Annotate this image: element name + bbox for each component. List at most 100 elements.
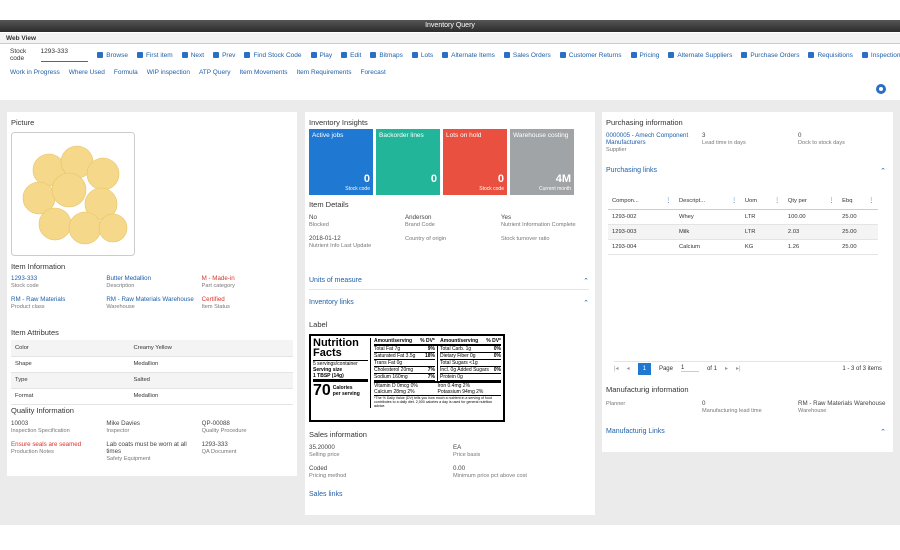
link[interactable]: Inventory links <box>309 299 354 306</box>
nf-row: Cholesterol 20mg 7% <box>374 367 435 374</box>
label: of 1 <box>706 365 717 372</box>
row[interactable]: 1293-002 Whey LTR 100.00 25.00 <box>608 209 878 225</box>
tile[interactable]: Warehouse costing 4M Current month <box>510 129 574 195</box>
toolbar-link[interactable]: Item Movements <box>239 68 288 76</box>
toolbar-button[interactable]: Lots <box>412 52 433 59</box>
field-label: Blocked <box>309 222 329 228</box>
toolbar-button[interactable]: Purchase Orders <box>741 52 799 59</box>
field-value: 0 <box>798 132 802 139</box>
nf-text: Calcium 28mg 2% <box>374 389 415 395</box>
cell: 1293-003 <box>608 224 675 240</box>
field-label: Selling price <box>309 452 340 458</box>
toolbar-button[interactable]: Customer Returns <box>560 52 622 59</box>
nf-text: 1 TBSP (14g) <box>313 373 368 382</box>
summary: 1 - 3 of 3 items <box>842 365 882 372</box>
link[interactable]: Sales links <box>309 491 343 498</box>
nf-row: Dietary Fiber 0g 0% <box>440 353 501 360</box>
nf-text: 9% <box>427 346 435 352</box>
section-link[interactable]: Purchasing links ⌃ <box>606 167 886 175</box>
nf-text: Amount/serving <box>440 338 479 344</box>
nf-calories: 70 <box>313 382 331 399</box>
toolbar-button[interactable]: Browse <box>97 52 128 59</box>
toolbar-button[interactable]: Play <box>311 52 333 59</box>
toolbar-button[interactable]: Alternate Items <box>442 52 495 59</box>
cell: 25.00 <box>838 224 878 240</box>
field-value: M - Made-in <box>201 275 235 282</box>
toolbar-link[interactable]: Item Requirements <box>296 68 352 76</box>
toolbar-link[interactable]: ATP Query <box>198 68 231 76</box>
field-grid: No Blocked Anderson Brand Code Yes Nutrient I… <box>309 214 591 249</box>
toolbar-button[interactable]: Pricing <box>631 52 660 59</box>
tab: Web View <box>0 33 900 44</box>
page-input[interactable]: 1 <box>680 365 699 372</box>
field: 1293-333 QA Document <box>202 441 291 462</box>
toolbar-button[interactable]: Next <box>182 52 204 59</box>
toolbar-button[interactable]: Edit <box>341 52 361 59</box>
toolbar-link[interactable]: Work in Progress <box>10 68 60 76</box>
field-label: Part category <box>201 283 235 289</box>
label: Page <box>658 365 673 372</box>
tile[interactable]: Backorder lines 0 <box>376 129 440 195</box>
nf-text: 0% <box>493 367 501 373</box>
link[interactable]: Units of measure <box>309 277 362 284</box>
toolbar-link[interactable]: Where Used <box>68 68 105 76</box>
column-header[interactable]: Ebq ⋮ <box>838 193 878 210</box>
toolbar-link[interactable]: Forecast <box>360 68 386 76</box>
nf-footnote: *The % Daily Value (DV) tells you how mu… <box>374 395 501 408</box>
middle-panel: Inventory Insights Item Details No Blocke… <box>305 112 595 515</box>
field-value: 1293-333 <box>201 441 228 448</box>
tile-label: Lots on hold <box>446 132 482 139</box>
page-button[interactable]: 1 <box>637 362 651 375</box>
field-value: Coded <box>309 465 328 472</box>
section-link[interactable]: Sales links <box>309 491 589 498</box>
nf-row: Total Fat 7g 9% <box>374 346 435 353</box>
nf-text: Protein 0g <box>440 374 463 380</box>
input[interactable]: 1293-333 <box>40 48 89 62</box>
toolbar-button[interactable]: Alternate Suppliers <box>668 52 732 59</box>
cell: Milk <box>674 224 741 240</box>
field: 2018-01-12 Nutrient Info Last Update <box>309 235 399 249</box>
toolbar-button[interactable]: Prev <box>213 52 235 59</box>
title: Item Details <box>309 200 349 209</box>
nf-text: Amount/serving <box>374 338 413 344</box>
tile[interactable]: Active jobs 0 Stock code <box>309 129 373 195</box>
field-value: 35.20000 <box>309 444 335 451</box>
field-label: Price basis <box>453 452 481 458</box>
nf-text: Dietary Fiber 0g <box>440 353 476 359</box>
link[interactable]: Manufacturig Links <box>606 428 665 435</box>
field: Lab coats must be worn at all times Safet… <box>106 441 195 462</box>
tile[interactable]: Lots on hold 0 Stock code <box>443 129 507 195</box>
column-header[interactable]: Descript... ⋮ <box>674 193 741 210</box>
field-grid: 1293-333 Stock code Butter Medallion Descri… <box>11 275 291 310</box>
toolbar-link[interactable]: Formula <box>113 68 138 76</box>
toolbar-button[interactable]: Bitmaps <box>370 52 402 59</box>
field: QP-00088 Quality Procedure <box>202 420 291 434</box>
field-label: Dock to stock days <box>798 140 845 146</box>
column-header[interactable]: Uom ⋮ <box>740 193 784 210</box>
nf-text: Serving size <box>313 367 343 373</box>
toolbar-button[interactable]: First item <box>137 52 173 59</box>
section-link[interactable]: Manufacturig Links ⌃ <box>606 428 886 436</box>
section-link[interactable]: Inventory links ⌃ <box>309 299 589 307</box>
toolbar-button[interactable]: Requisitions <box>808 52 852 59</box>
column-header[interactable]: Qty per ⋮ <box>783 193 839 210</box>
toolbar-link[interactable]: WIP inspection <box>146 68 190 76</box>
row[interactable]: 1293-004 Calcium KG 1.26 25.00 <box>608 239 878 255</box>
tile-label: Warehouse costing <box>513 132 569 139</box>
title: Quality Information <box>11 406 74 415</box>
row[interactable]: 1293-003 Milk LTR 2.03 25.00 <box>608 224 878 240</box>
toolbar-button[interactable]: Inspection <box>862 52 900 59</box>
field: Ensure seals are seamed Production Notes <box>11 441 100 462</box>
field-value: 0 <box>702 400 706 407</box>
toolbar-button[interactable]: Find Stock Code <box>244 52 301 59</box>
field-label: Country of origin <box>405 236 447 242</box>
nf-row: Total Sugars <1g <box>440 360 501 367</box>
section-link[interactable]: Units of measure ⌃ <box>309 277 589 290</box>
settings-icon[interactable] <box>876 84 886 94</box>
link[interactable]: Purchasing links <box>606 167 657 174</box>
column-header[interactable]: Compon... ⋮ <box>608 193 675 210</box>
nf-row: Sodium 160mg 7% <box>374 374 435 381</box>
row: Shape Medallion <box>11 356 293 373</box>
nf-text: Trans Fat 0g <box>374 360 403 366</box>
toolbar-button[interactable]: Sales Orders <box>504 52 551 59</box>
